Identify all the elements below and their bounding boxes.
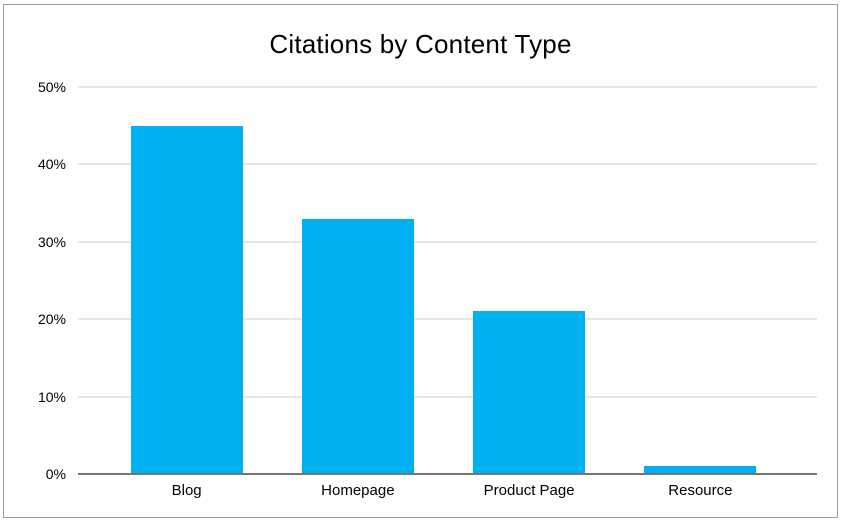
gridline-10% (78, 395, 817, 398)
x-tick-label-resource: Resource (668, 482, 733, 499)
bars-row (101, 87, 786, 474)
gridline-50% (78, 86, 817, 88)
y-axis: 0% 10% 20% 30% 40% 50% (4, 79, 66, 482)
y-tick-label-30%: 30% (37, 233, 66, 250)
y-tick-label-20%: 20% (37, 311, 66, 328)
gridline-20% (78, 318, 817, 321)
x-axis: Blog Homepage Product Page Resource (101, 482, 786, 500)
y-tick-label-40%: 40% (37, 156, 66, 173)
bar-band-blog (101, 87, 272, 474)
x-axis-baseline (78, 473, 817, 475)
bar-band-product-page (444, 87, 615, 474)
bar-homepage (301, 218, 414, 474)
y-tick-label-50%: 50% (37, 79, 66, 95)
chart-frame: Citations by Content Type 0% 10% 20% 30% 40%… (3, 4, 838, 518)
gridline-30% (78, 240, 817, 243)
y-tick-label-10%: 10% (37, 388, 66, 405)
chart-title: Citations by Content Type (269, 29, 572, 59)
x-tick-label-homepage: Homepage (321, 482, 395, 499)
bar-band-resource (615, 87, 786, 474)
gridline-40% (78, 163, 817, 166)
bar-product-page (473, 311, 586, 474)
bar-blog (130, 125, 243, 474)
x-tick-label-blog: Blog (171, 482, 202, 499)
plot-area (78, 86, 817, 475)
bar-band-homepage (272, 87, 443, 474)
x-tick-label-product-page: Product Page (483, 482, 575, 499)
bar-resource (644, 466, 757, 474)
y-tick-label-0%: 0% (45, 466, 66, 482)
